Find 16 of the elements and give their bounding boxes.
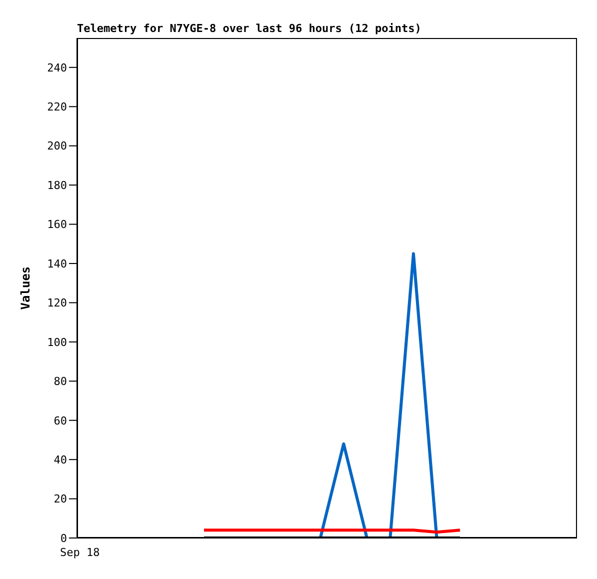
y-tick-label: 0: [60, 532, 67, 545]
y-tick-label: 60: [54, 414, 67, 428]
y-axis-title: Values: [18, 266, 32, 310]
y-tick-label: 240: [47, 61, 67, 74]
y-tick-label: 100: [47, 336, 67, 349]
chart-title: Telemetry for N7YGE-8 over last 96 hours (12 points): [77, 22, 422, 35]
y-tick-label: 40: [54, 453, 67, 466]
y-tick-label: 160: [47, 218, 67, 232]
y-tick-label: 140: [47, 257, 67, 270]
y-tick-label: 220: [47, 100, 67, 114]
y-tick-label: 180: [47, 178, 67, 192]
y-tick-label: 20: [54, 492, 67, 506]
y-tick-label: 80: [54, 375, 67, 388]
y-tick-label: 120: [47, 296, 67, 310]
text: Sep 18: [60, 546, 100, 559]
y-tick-label: 200: [47, 140, 67, 153]
